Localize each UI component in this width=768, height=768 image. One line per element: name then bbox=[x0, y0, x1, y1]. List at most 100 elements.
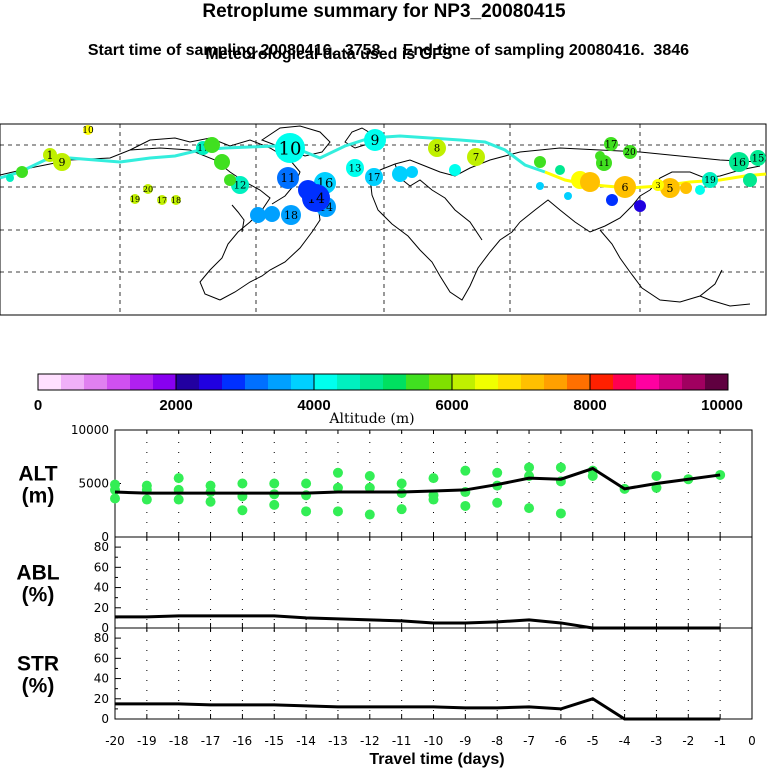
plume-dot bbox=[16, 166, 28, 178]
altitude-point bbox=[555, 508, 566, 519]
x-tick-label: 0 bbox=[748, 734, 756, 748]
altitude-point bbox=[141, 494, 152, 505]
y-axis-label: ABL bbox=[16, 562, 59, 585]
plume-marker: 18 bbox=[171, 195, 181, 205]
colorbar-frame bbox=[37, 373, 729, 391]
colorbar-segment bbox=[153, 374, 177, 390]
colorbar-segment bbox=[613, 374, 637, 390]
plume-marker-label: 9 bbox=[371, 133, 380, 149]
x-tick-label: -4 bbox=[619, 734, 631, 748]
colorbar-tick-label: 0 bbox=[34, 397, 42, 414]
plume-dot bbox=[392, 166, 408, 182]
plume-marker: 6 bbox=[614, 176, 636, 198]
x-tick-label: -3 bbox=[650, 734, 662, 748]
plume-marker: 10 bbox=[275, 133, 305, 163]
plume-marker-dot bbox=[467, 148, 485, 166]
map-panel: 1019101211161317149817201176531916151718… bbox=[0, 123, 767, 316]
altitude-point bbox=[396, 478, 407, 489]
colorbar-segment bbox=[521, 374, 545, 390]
plume-marker: 3 bbox=[652, 179, 664, 191]
colorbar-segment bbox=[659, 374, 683, 390]
x-tick-label: -2 bbox=[682, 734, 694, 748]
colorbar-tick-label: 10000 bbox=[701, 397, 743, 414]
plume-marker: 1 bbox=[43, 148, 57, 162]
plume-marker-label: 11 bbox=[598, 159, 609, 169]
plume-marker: 8 bbox=[428, 139, 446, 157]
colorbar-segment bbox=[636, 374, 660, 390]
x-tick-label: -14 bbox=[296, 734, 316, 748]
plume-marker-label: 6 bbox=[622, 181, 629, 194]
plume-marker-dot bbox=[143, 184, 153, 194]
y-tick-label: 80 bbox=[94, 540, 109, 554]
plume-marker-label: 5 bbox=[667, 182, 674, 195]
y-tick-label: 10000 bbox=[71, 423, 109, 437]
y-axis-label: STR bbox=[17, 653, 59, 676]
colorbar-segment bbox=[38, 374, 62, 390]
altitude-line bbox=[114, 466, 721, 495]
plume-dot bbox=[606, 194, 618, 206]
x-tick-label: -8 bbox=[491, 734, 503, 748]
y-axis-unit: (%) bbox=[22, 584, 55, 607]
colorbar-segment bbox=[383, 374, 407, 390]
plume-marker-dot bbox=[157, 195, 167, 205]
sampling-times: Start time of sampling 20080416. 3758 En… bbox=[0, 24, 768, 60]
y-tick-label: 0 bbox=[101, 712, 109, 726]
plume-marker-label: 13 bbox=[349, 164, 362, 175]
plume-dot bbox=[743, 173, 757, 187]
plume-marker-dot bbox=[281, 205, 301, 225]
plume-marker-dot bbox=[729, 152, 749, 172]
plume-marker-label: 19 bbox=[704, 176, 716, 186]
chart-title: Retroplume summary for NP3_20080415 bbox=[202, 1, 566, 22]
colorbar-segment bbox=[590, 374, 614, 390]
y-axis-label: ALT bbox=[18, 463, 57, 486]
plume-marker-label: 20 bbox=[143, 185, 153, 194]
plume-dot bbox=[534, 156, 546, 168]
panel-str: 80 60 40 20 0 STR(%) bbox=[17, 627, 753, 726]
altitude-point bbox=[492, 467, 503, 478]
plume-marker-label: 10 bbox=[279, 138, 302, 159]
colorbar-segment bbox=[222, 374, 246, 390]
start-time-label: Start time of sampling 20080416. 3758 bbox=[87, 42, 381, 59]
plume-marker-dot bbox=[428, 139, 446, 157]
plume-marker: 20 bbox=[623, 145, 637, 159]
plume-marker: 17 bbox=[157, 195, 167, 205]
colorbar-tick-label: 8000 bbox=[573, 397, 606, 414]
altitude-point bbox=[428, 494, 439, 505]
altitude-point bbox=[237, 478, 248, 489]
plume-marker-label: 1 bbox=[47, 149, 54, 162]
altitude-point bbox=[110, 493, 120, 504]
x-tick-label: -20 bbox=[105, 734, 125, 748]
altitude-point bbox=[492, 497, 503, 508]
plume-marker-label: 12 bbox=[234, 181, 247, 192]
plume-marker-dot bbox=[604, 137, 618, 151]
plume-marker: 18 bbox=[281, 205, 301, 225]
plume-marker-dot bbox=[614, 176, 636, 198]
plume-dot bbox=[564, 192, 572, 200]
plume-marker: 15 bbox=[750, 150, 766, 166]
plume-marker: 16 bbox=[729, 152, 749, 172]
coastline bbox=[699, 295, 751, 307]
plume-marker-label: 17 bbox=[197, 144, 209, 154]
plume-dot bbox=[214, 154, 230, 170]
plume-marker-dot bbox=[53, 153, 71, 171]
plume-marker-label: 17 bbox=[605, 140, 618, 151]
x-tick-label: -9 bbox=[459, 734, 471, 748]
x-tick-label: -13 bbox=[328, 734, 348, 748]
plume-marker-label: 18 bbox=[171, 196, 181, 205]
altitude-point bbox=[364, 509, 375, 520]
coastline bbox=[519, 189, 651, 233]
altitude-point bbox=[269, 499, 280, 510]
x-tick-label: -17 bbox=[201, 734, 221, 748]
y-tick-label: 40 bbox=[94, 672, 109, 686]
plume-marker: 17 bbox=[365, 168, 383, 186]
coastline bbox=[0, 147, 271, 301]
colorbar-segment bbox=[567, 374, 591, 390]
x-tick-label: -12 bbox=[360, 734, 380, 748]
colorbar-title: Altitude (m) bbox=[328, 411, 414, 427]
altitude-point bbox=[173, 473, 184, 484]
plume-marker-dot bbox=[365, 168, 383, 186]
plume-marker-label: 19 bbox=[130, 195, 140, 204]
plume-marker: 11 bbox=[277, 167, 299, 189]
y-tick-label: 60 bbox=[94, 560, 109, 574]
coastline bbox=[219, 194, 321, 301]
